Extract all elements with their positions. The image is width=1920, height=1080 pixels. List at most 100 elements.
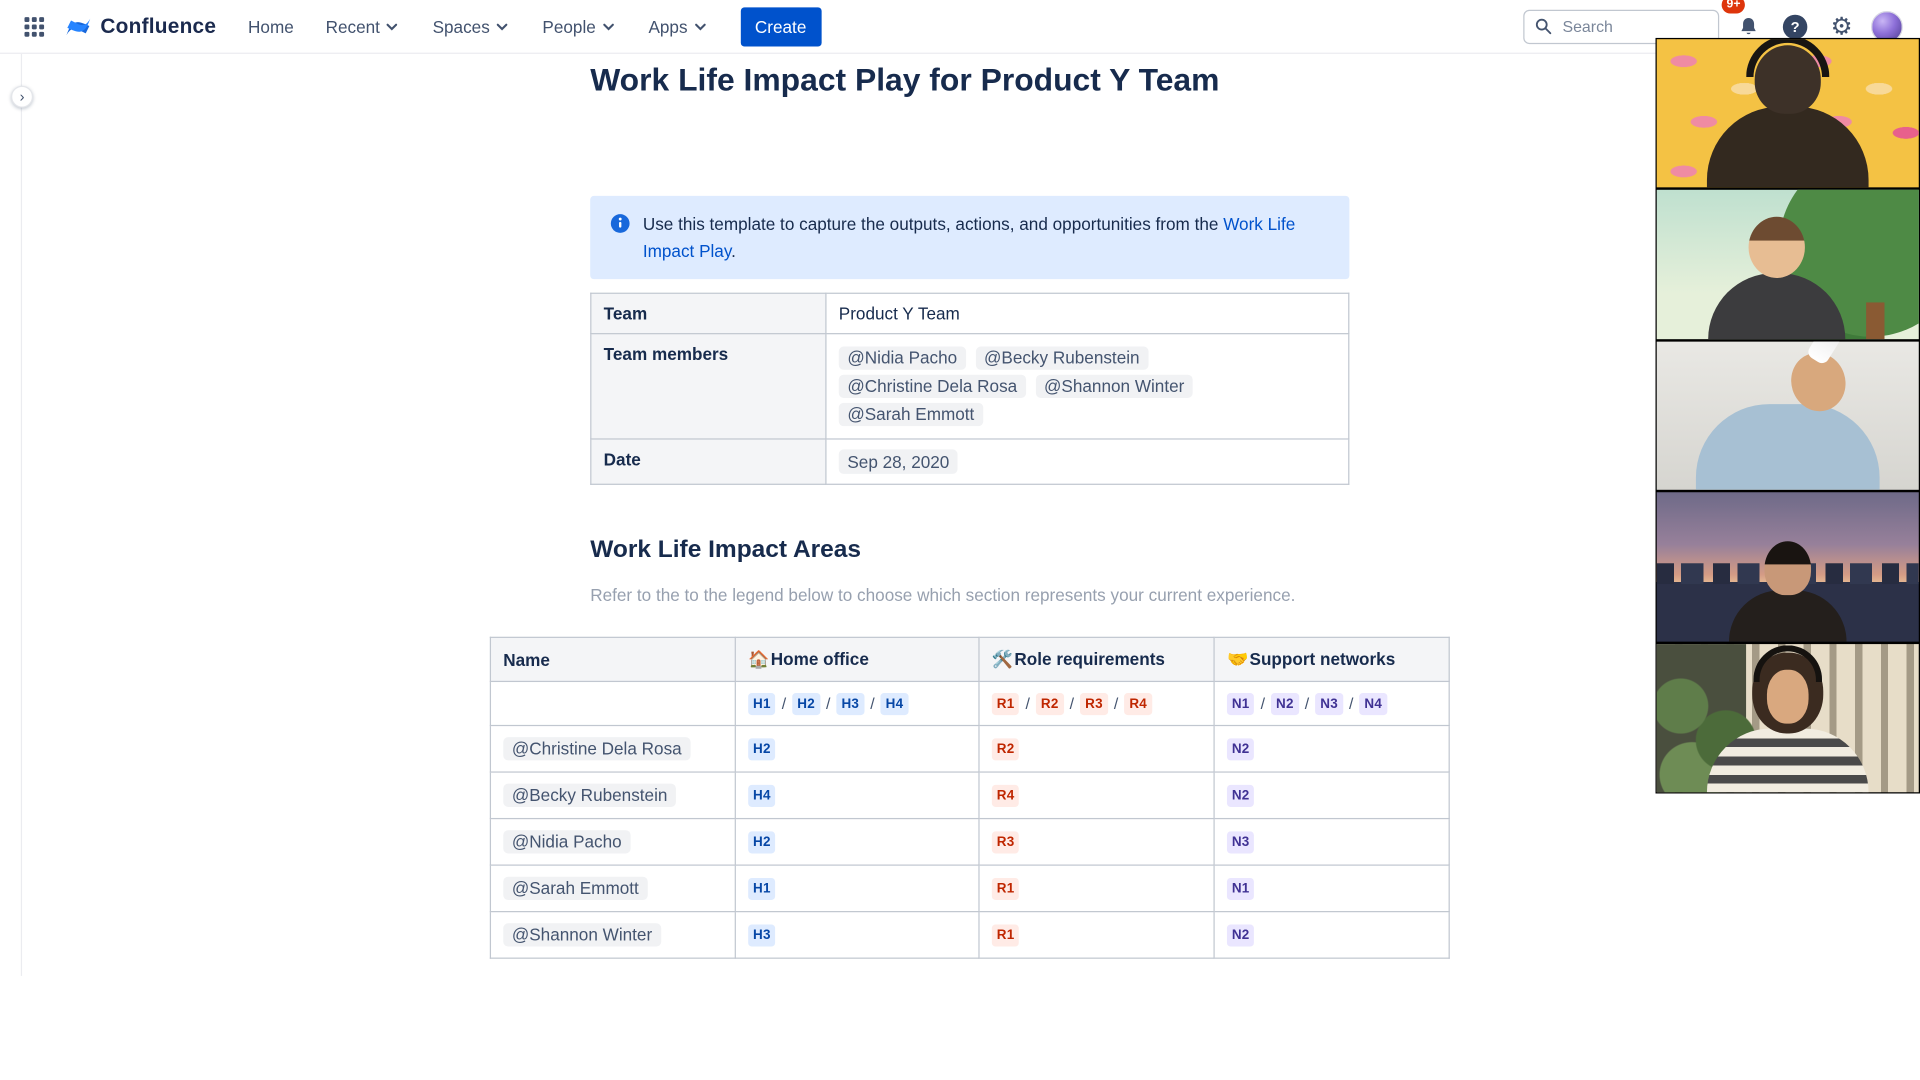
legend-separator: / — [1348, 694, 1354, 713]
mention-pill[interactable]: @Nidia Pacho — [503, 830, 631, 854]
chevron-down-icon — [496, 23, 508, 30]
nav-people[interactable]: People — [542, 7, 616, 46]
lozenge-h3: H3 — [836, 692, 865, 715]
lozenge: N2 — [1226, 784, 1255, 807]
legend-row: H1 / H2 / H3 / H4 R1 / R2 / R3 / R4 N1 / N2 / N3 / N4 — [489, 680, 1450, 727]
date-lozenge[interactable]: Sep 28, 2020 — [838, 449, 958, 474]
nav-apps-label: Apps — [648, 16, 688, 37]
lozenge-n1: N1 — [1226, 692, 1255, 715]
table-row-team-members: Team members @Nidia Pacho @Becky Rubenst… — [590, 333, 1350, 440]
legend-support-networks: N1 / N2 / N3 / N4 — [1213, 680, 1450, 727]
nav-recent[interactable]: Recent — [326, 7, 401, 46]
search-icon — [1535, 18, 1552, 35]
chevron-down-icon — [602, 23, 614, 30]
create-button[interactable]: Create — [740, 6, 822, 46]
mention-pill[interactable]: @Christine Dela Rosa — [503, 737, 691, 761]
mention-pill[interactable]: @Becky Rubenstein — [503, 783, 676, 807]
mention-pill[interactable]: @Becky Rubenstein — [975, 346, 1149, 370]
lozenge: H4 — [748, 784, 776, 807]
legend-home-office: H1 / H2 / H3 / H4 — [734, 680, 980, 727]
name-cell: @Sarah Emmott — [489, 864, 736, 913]
mention-pill[interactable]: @Christine Dela Rosa — [838, 374, 1026, 398]
nav-spaces[interactable]: Spaces — [433, 7, 511, 46]
col-header-home-office: 🏠Home office — [734, 636, 980, 683]
lozenge-n2: N2 — [1271, 692, 1299, 715]
home-office-cell: H4 — [734, 771, 980, 820]
legend-separator: / — [1304, 694, 1310, 713]
role-requirements-cell: R1 — [978, 864, 1215, 913]
col-header-role-requirements: 🛠️Role requirements — [978, 636, 1215, 683]
video-tile-participant-5[interactable] — [1656, 643, 1919, 793]
video-tile-participant-3[interactable] — [1656, 341, 1919, 491]
mention-pill[interactable]: @Nidia Pacho — [838, 346, 966, 370]
settings-button[interactable]: ⚙ — [1824, 9, 1858, 43]
chevron-right-icon: › — [19, 87, 25, 105]
mention-pill[interactable]: @Shannon Winter — [1035, 374, 1193, 398]
nav-home-label: Home — [248, 16, 294, 37]
table-header-row: Name 🏠Home office 🛠️Role requirements 🤝S… — [489, 636, 1450, 683]
table-row: @Shannon Winter H3 R1 N2 — [489, 911, 1450, 959]
video-tile-participant-2[interactable] — [1656, 190, 1919, 339]
video-call-strip — [1655, 37, 1920, 794]
legend-separator: / — [825, 694, 831, 713]
mention-pill[interactable]: @Sarah Emmott — [503, 876, 648, 901]
home-office-cell: H3 — [734, 911, 980, 959]
work-life-impact-play-link[interactable]: Work Life Impact Play — [642, 214, 1296, 261]
col-header-label: Name — [503, 649, 550, 670]
confluence-logo-icon — [66, 18, 91, 35]
info-text: Use this template to capture the outputs… — [643, 211, 1330, 265]
lozenge-n3: N3 — [1315, 692, 1343, 715]
sidebar-divider — [20, 53, 23, 976]
sidebar-expand-button[interactable]: › — [11, 85, 34, 108]
lozenge: R1 — [991, 877, 1020, 900]
headphones-shape — [1753, 645, 1823, 683]
legend-separator: / — [1113, 694, 1119, 713]
row-label-team: Team — [590, 292, 827, 335]
info-text-before: Use this template to capture the outputs… — [642, 214, 1224, 234]
lozenge: H1 — [748, 877, 776, 900]
name-cell: @Becky Rubenstein — [489, 771, 736, 820]
mention-pill[interactable]: @Sarah Emmott — [838, 402, 983, 427]
notification-badge: 9+ — [1721, 0, 1746, 13]
video-tile-participant-4[interactable] — [1656, 492, 1919, 642]
row-label-date: Date — [590, 438, 827, 485]
col-header-label: Support networks — [1249, 648, 1396, 669]
table-row-date: Date Sep 28, 2020 — [590, 438, 1350, 485]
lozenge: N1 — [1226, 877, 1255, 900]
lozenge-r3: R3 — [1080, 692, 1108, 715]
section-heading: Work Life Impact Areas — [590, 536, 862, 564]
nav-apps[interactable]: Apps — [648, 7, 708, 46]
home-office-cell: H2 — [734, 724, 980, 773]
lozenge-r4: R4 — [1124, 692, 1152, 715]
app-switcher-button[interactable] — [17, 9, 51, 43]
lozenge-r2: R2 — [1036, 692, 1064, 715]
house-icon: 🏠 — [748, 648, 770, 669]
tools-icon: 🛠️ — [991, 648, 1014, 669]
notifications-button[interactable]: 9+ — [1721, 0, 1765, 43]
role-requirements-cell: R4 — [978, 771, 1215, 820]
confluence-logo[interactable]: Confluence — [64, 12, 217, 41]
table-row: @Christine Dela Rosa H2 R2 N2 — [489, 724, 1450, 773]
support-networks-cell: N3 — [1213, 817, 1450, 866]
row-label-team-members: Team members — [590, 333, 827, 440]
support-networks-cell: N2 — [1213, 771, 1450, 820]
bell-icon — [1741, 17, 1756, 34]
mention-pill[interactable]: @Shannon Winter — [503, 923, 661, 947]
table-row: @Sarah Emmott H1 R1 N1 — [489, 864, 1450, 913]
impact-areas-table: Name 🏠Home office 🛠️Role requirements 🤝S… — [489, 636, 1450, 959]
team-members-cell: @Nidia Pacho @Becky Rubenstein @Christin… — [825, 333, 1350, 440]
help-button[interactable]: ? — [1778, 9, 1812, 43]
legend-empty-cell — [489, 680, 736, 727]
video-tile-participant-1[interactable] — [1656, 39, 1919, 188]
chevron-down-icon — [694, 23, 706, 30]
search-input[interactable] — [1560, 15, 1709, 37]
lozenge-r1: R1 — [991, 692, 1020, 715]
nav-home[interactable]: Home — [248, 7, 294, 46]
legend-separator: / — [1069, 694, 1075, 713]
date-cell: Sep 28, 2020 — [825, 438, 1350, 485]
lozenge: N2 — [1226, 737, 1255, 760]
legend-separator: / — [1025, 694, 1030, 713]
info-panel: Use this template to capture the outputs… — [590, 195, 1350, 280]
help-icon: ? — [1782, 14, 1808, 39]
